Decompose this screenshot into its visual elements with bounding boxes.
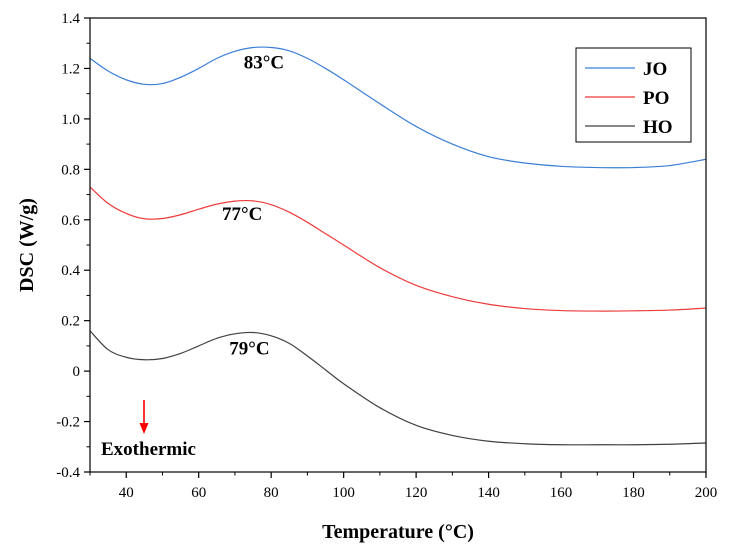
exothermic-arrowhead-icon — [139, 423, 149, 434]
y-tick-label: 0.4 — [61, 263, 80, 279]
y-tick-label: -0.2 — [56, 415, 80, 431]
y-tick-label: 0.8 — [61, 162, 80, 178]
peak-annotations: 83°C 77°C 79°C — [222, 52, 284, 359]
series-line-jo — [89, 46, 707, 169]
axes: 40 60 80 100 120 140 160 180 200 -0.4 -0.2 0 0.2 0.4 0… — [56, 11, 717, 501]
plot-lines — [89, 46, 707, 446]
x-axis-title: Temperature (°C) — [322, 521, 474, 543]
x-tick-label: 120 — [405, 485, 428, 501]
series-line-ho — [89, 330, 707, 446]
x-tick-label: 140 — [477, 485, 500, 501]
y-tick-label: -0.4 — [56, 465, 80, 481]
series-line-po — [89, 186, 707, 312]
legend-label-po: PO — [643, 88, 669, 109]
y-tick-label: 0.6 — [61, 213, 80, 229]
x-tick-label: 180 — [622, 485, 645, 501]
legend-label-jo: JO — [643, 59, 667, 80]
x-tick-label: 80 — [264, 485, 279, 501]
y-tick-label: 0 — [73, 364, 81, 380]
legend: JO PO HO — [575, 47, 692, 143]
x-tick-label: 200 — [695, 485, 718, 501]
y-tick-label: 1.4 — [61, 11, 80, 27]
peak-label: 77°C — [222, 204, 262, 225]
y-tick-label: 0.2 — [61, 314, 80, 330]
peak-label: 83°C — [244, 52, 284, 73]
exothermic-label: Exothermic — [101, 439, 196, 460]
legend-label-ho: HO — [643, 117, 673, 138]
x-tick-label: 160 — [550, 485, 573, 501]
x-tick-label: 40 — [119, 485, 134, 501]
exothermic-indicator: Exothermic — [101, 400, 196, 460]
y-tick-label: 1.0 — [61, 112, 80, 128]
x-tick-label: 100 — [332, 485, 355, 501]
y-tick-label: 1.2 — [61, 61, 80, 77]
legend-box — [575, 47, 692, 143]
y-axis-title: DSC (W/g) — [16, 198, 38, 292]
peak-label: 79°C — [229, 339, 269, 360]
x-tick-label: 60 — [191, 485, 206, 501]
